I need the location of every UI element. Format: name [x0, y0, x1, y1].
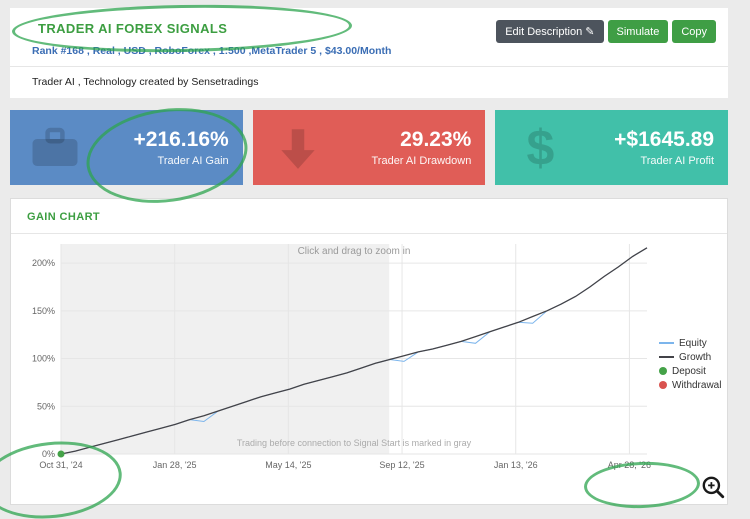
svg-text:Jan 13, '26: Jan 13, '26 [494, 460, 538, 470]
gain-chart-area: 0% 50% 100% 150% 200% Oct 31, '24 Jan 28, '25 M… [11, 234, 727, 486]
drawdown-stat-text: 29.23% Trader AI Drawdown [327, 128, 472, 167]
drawdown-value: 29.23% [400, 128, 472, 152]
header-divider [10, 66, 728, 67]
copy-button[interactable]: Copy [672, 20, 716, 43]
svg-text:100%: 100% [32, 354, 55, 364]
header-panel: TRADER AI FOREX SIGNALS Edit Description… [10, 8, 728, 98]
drawdown-stat-card: 29.23% Trader AI Drawdown [252, 110, 486, 185]
deposit-dot-swatch [659, 367, 667, 375]
gain-value: +216.16% [133, 128, 229, 152]
gain-chart-panel: GAIN CHART 0% 50% 100% 150% 200% Oct 31, '24 J… [10, 198, 728, 505]
growth-line-swatch [659, 356, 674, 358]
chart-divider [11, 233, 727, 234]
edit-description-label: Edit Description [505, 26, 583, 38]
svg-text:200%: 200% [32, 258, 55, 268]
legend-item-withdrawal[interactable]: Withdrawal [659, 378, 721, 392]
svg-text:50%: 50% [37, 401, 55, 411]
page-content: TRADER AI FOREX SIGNALS Edit Description… [10, 8, 729, 505]
legend-label-equity: Equity [679, 337, 707, 349]
legend-label-growth: Growth [679, 351, 712, 363]
gain-chart-plot[interactable]: 0% 50% 100% 150% 200% Oct 31, '24 Jan 28, '25 M… [17, 236, 661, 480]
equity-line-swatch [659, 342, 674, 344]
svg-text:Sep 12, '25: Sep 12, '25 [379, 460, 424, 470]
edit-pencil-icon: ✎ [585, 26, 595, 38]
svg-text:Jan 28, '25: Jan 28, '25 [153, 460, 197, 470]
simulate-button[interactable]: Simulate [607, 20, 669, 43]
gain-stat-text: +216.16% Trader AI Gain [84, 128, 229, 166]
stats-row: +216.16% Trader AI Gain 29.23% Trader AI… [10, 110, 729, 185]
svg-text:150%: 150% [32, 306, 55, 316]
page-title: TRADER AI FOREX SIGNALS [38, 21, 228, 36]
profit-stat-text: +$1645.89 Trader AI Profit [569, 128, 714, 166]
dollar-glyph: $ [526, 119, 555, 176]
edit-description-button[interactable]: Edit Description ✎ [496, 20, 604, 43]
legend-label-withdrawal: Withdrawal [672, 379, 722, 391]
legend-label-deposit: Deposit [672, 365, 706, 377]
chart-legend: Equity Growth Deposit Withdrawal [659, 336, 721, 392]
withdrawal-dot-swatch [659, 381, 667, 389]
arrow-down-icon [269, 123, 327, 173]
account-meta-link[interactable]: Rank #168 , Real , USD , RoboForex , 1:5… [32, 45, 392, 57]
zoom-magnifier-icon[interactable] [699, 473, 727, 501]
gain-label: Trader AI Gain [157, 154, 229, 167]
profit-label: Trader AI Profit [640, 154, 715, 167]
profit-value: +$1645.89 [614, 128, 715, 152]
svg-text:0%: 0% [42, 449, 55, 459]
svg-text:May 14, '25: May 14, '25 [265, 460, 311, 470]
briefcase-icon [26, 121, 84, 175]
gain-chart-title: GAIN CHART [27, 211, 101, 223]
legend-item-growth[interactable]: Growth [659, 350, 721, 364]
account-description: Trader AI , Technology created by Senset… [32, 76, 259, 88]
profit-stat-card: $ +$1645.89 Trader AI Profit [495, 110, 729, 185]
svg-text:Apr 28, '26: Apr 28, '26 [608, 460, 651, 470]
header-row: TRADER AI FOREX SIGNALS Edit Description… [22, 18, 716, 45]
svg-text:Oct 31, '24: Oct 31, '24 [39, 460, 82, 470]
legend-item-equity[interactable]: Equity [659, 336, 721, 350]
legend-item-deposit[interactable]: Deposit [659, 364, 721, 378]
gain-stat-card: +216.16% Trader AI Gain [10, 110, 243, 185]
drawdown-label: Trader AI Drawdown [371, 154, 472, 167]
dollar-icon: $ [511, 123, 569, 173]
header-buttons: Edit Description ✎ Simulate Copy [496, 20, 716, 43]
